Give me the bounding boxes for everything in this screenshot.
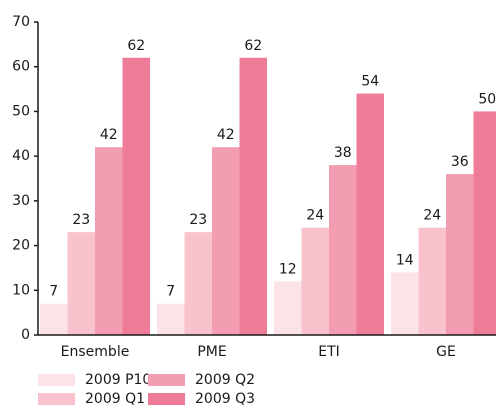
bar xyxy=(274,281,302,335)
legend-swatch xyxy=(38,374,75,386)
legend-swatch xyxy=(148,374,185,386)
bar xyxy=(67,232,95,335)
data-label: 14 xyxy=(396,252,414,268)
x-tick-label: GE xyxy=(436,344,456,360)
x-tick-label: Ensemble xyxy=(61,344,130,360)
data-label: 62 xyxy=(127,38,145,54)
legend-label: 2009 Q3 xyxy=(195,391,255,407)
data-label: 38 xyxy=(334,145,352,161)
y-tick-label: 30 xyxy=(12,193,30,209)
data-label: 7 xyxy=(166,284,175,300)
data-label: 42 xyxy=(217,127,235,143)
y-tick-label: 0 xyxy=(21,327,30,343)
data-label: 42 xyxy=(100,127,118,143)
data-label: 36 xyxy=(451,154,469,170)
bar xyxy=(184,232,212,335)
legend-label: 2009 Q2 xyxy=(195,372,255,388)
y-tick-label: 20 xyxy=(12,238,30,254)
bar xyxy=(329,165,357,335)
bar xyxy=(95,147,123,335)
bar xyxy=(473,111,496,335)
data-label: 23 xyxy=(72,212,90,228)
bar xyxy=(239,57,267,336)
x-tick-label: PME xyxy=(197,344,226,360)
bar xyxy=(122,57,150,336)
bar xyxy=(356,93,384,336)
data-label: 62 xyxy=(244,38,262,54)
bar xyxy=(157,303,185,335)
data-label: 24 xyxy=(306,208,324,224)
data-label: 12 xyxy=(279,261,297,277)
x-tick-label: ETI xyxy=(318,344,340,360)
bar xyxy=(391,272,419,335)
bar xyxy=(446,174,474,335)
bar xyxy=(418,227,446,335)
legend-label: 2009 P10 xyxy=(85,372,151,388)
data-label: 7 xyxy=(49,284,58,300)
bar xyxy=(301,227,329,335)
bar xyxy=(212,147,240,335)
data-label: 24 xyxy=(423,208,441,224)
legend-label: 2009 Q1 xyxy=(85,391,145,407)
y-tick-label: 40 xyxy=(12,148,30,164)
bar xyxy=(40,303,68,335)
y-tick-label: 10 xyxy=(12,282,30,298)
legend-swatch xyxy=(38,393,75,405)
y-tick-label: 70 xyxy=(12,14,30,30)
y-tick-label: 50 xyxy=(12,103,30,119)
data-label: 23 xyxy=(189,212,207,228)
y-tick-label: 60 xyxy=(12,59,30,75)
legend-swatch xyxy=(148,393,185,405)
data-label: 54 xyxy=(361,74,379,90)
data-label: 50 xyxy=(478,91,496,107)
